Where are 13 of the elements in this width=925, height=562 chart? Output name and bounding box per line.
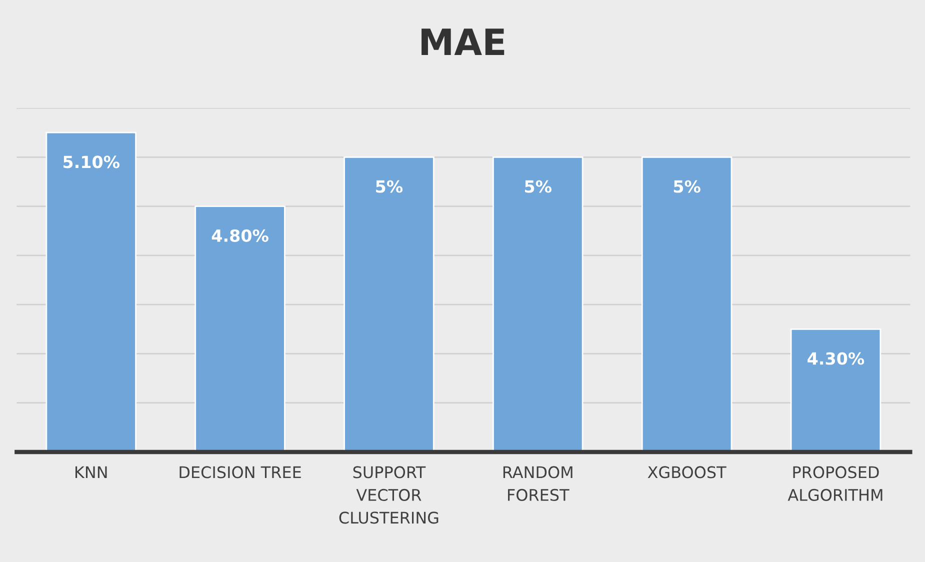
data-label: 5% bbox=[525, 180, 552, 193]
data-label: 5% bbox=[376, 180, 403, 193]
x-tick-label: DECISION TREE bbox=[180, 466, 301, 478]
x-tick-label: PROPOSED ALGORITHM bbox=[788, 466, 882, 501]
data-label: 5% bbox=[674, 180, 700, 193]
data-label: 4.30% bbox=[808, 352, 864, 365]
x-tick-label: XGBOOST bbox=[648, 466, 726, 478]
x-tick-label: KNN bbox=[75, 466, 107, 478]
data-label: 5.10% bbox=[63, 156, 120, 168]
data-label: 4.80% bbox=[212, 229, 268, 242]
chart-title: MAE bbox=[422, 28, 504, 55]
x-tick-label: SUPPORT VECTOR CLUSTERING bbox=[339, 466, 438, 524]
x-tick-label: RANDOM FOREST bbox=[503, 466, 572, 501]
